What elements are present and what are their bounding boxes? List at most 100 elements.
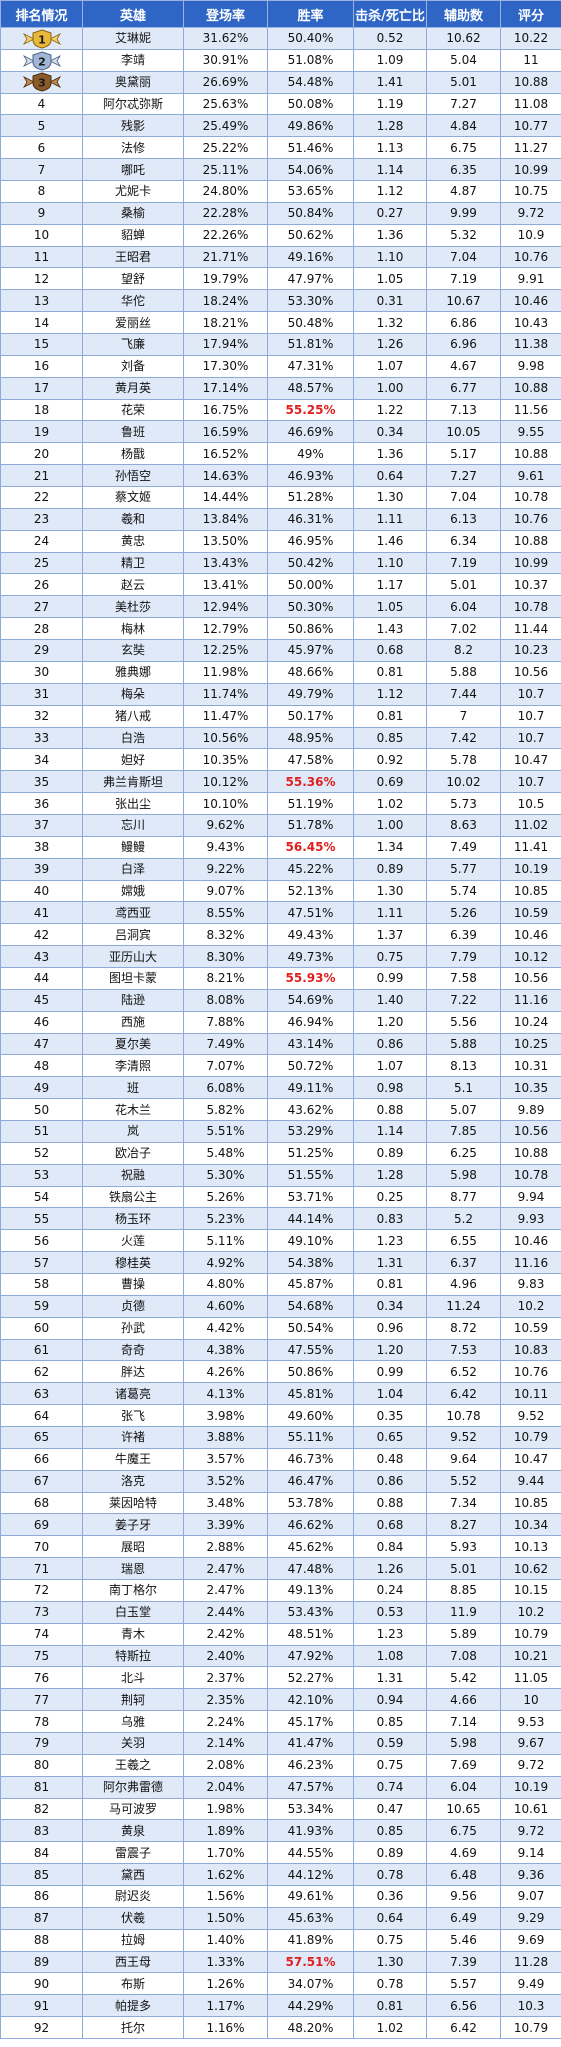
table-row[interactable]: 52 欧冶子 5.48% 51.25% 0.89 6.25 10.88: [0, 1141, 561, 1165]
table-row[interactable]: 70 展昭 2.88% 45.62% 0.84 5.93 10.13: [0, 1535, 561, 1559]
table-row[interactable]: 51 岚 5.51% 53.29% 1.14 7.85 10.56: [0, 1119, 561, 1143]
table-row[interactable]: 83 黄泉 1.89% 41.93% 0.85 6.75 9.72: [0, 1819, 561, 1843]
table-row[interactable]: 23 羲和 13.84% 46.31% 1.11 6.13 10.76: [0, 507, 561, 531]
table-row[interactable]: 48 李清照 7.07% 50.72% 1.07 8.13 10.31: [0, 1054, 561, 1078]
table-row[interactable]: 91 帕提多 1.17% 44.29% 0.81 6.56 10.3: [0, 1994, 561, 2018]
header-rank[interactable]: 排名情况: [0, 0, 83, 28]
table-row[interactable]: 78 乌雅 2.24% 45.17% 0.85 7.14 9.53: [0, 1710, 561, 1734]
table-row[interactable]: 3 奥黛丽 26.69% 54.48% 1.41 5.01 10.88: [0, 70, 561, 94]
table-row[interactable]: 92 托尔 1.16% 48.20% 1.02 6.42 10.79: [0, 2016, 561, 2040]
table-row[interactable]: 14 爱丽丝 18.21% 50.48% 1.32 6.86 10.43: [0, 311, 561, 335]
table-row[interactable]: 38 鳗鳗 9.43% 56.45% 1.34 7.49 11.41: [0, 835, 561, 859]
table-row[interactable]: 29 玄奘 12.25% 45.97% 0.68 8.2 10.23: [0, 639, 561, 662]
table-row[interactable]: 20 杨戬 16.52% 49% 1.36 5.17 10.88: [0, 442, 561, 466]
table-row[interactable]: 54 铁扇公主 5.26% 53.71% 0.25 8.77 9.94: [0, 1185, 561, 1209]
table-row[interactable]: 57 穆桂英 4.92% 54.38% 1.31 6.37 11.16: [0, 1251, 561, 1274]
table-row[interactable]: 81 阿尔弗雷德 2.04% 47.57% 0.74 6.04 10.19: [0, 1775, 561, 1799]
table-row[interactable]: 79 关羽 2.14% 41.47% 0.59 5.98 9.67: [0, 1732, 561, 1755]
table-row[interactable]: 2 李靖 30.91% 51.08% 1.09 5.04 11: [0, 48, 561, 72]
table-row[interactable]: 87 伏羲 1.50% 45.63% 0.64 6.49 9.29: [0, 1906, 561, 1930]
table-row[interactable]: 15 飞廉 17.94% 51.81% 1.26 6.96 11.38: [0, 333, 561, 356]
table-row[interactable]: 71 瑞恩 2.47% 47.48% 1.26 5.01 10.62: [0, 1557, 561, 1581]
table-row[interactable]: 36 张出尘 10.10% 51.19% 1.02 5.73 10.5: [0, 792, 561, 815]
table-row[interactable]: 82 马可波罗 1.98% 53.34% 0.47 10.65 10.61: [0, 1797, 561, 1821]
table-row[interactable]: 18 花荣 16.75% 55.25% 1.22 7.13 11.56: [0, 398, 561, 422]
table-row[interactable]: 21 孙悟空 14.63% 46.93% 0.64 7.27 9.61: [0, 464, 561, 488]
table-row[interactable]: 24 黄忠 13.50% 46.95% 1.46 6.34 10.88: [0, 529, 561, 553]
table-row[interactable]: 17 黄月英 17.14% 48.57% 1.00 6.77 10.88: [0, 376, 561, 400]
table-row[interactable]: 65 许褚 3.88% 55.11% 0.65 9.52 10.79: [0, 1426, 561, 1449]
table-row[interactable]: 59 贞德 4.60% 54.68% 0.34 11.24 10.2: [0, 1294, 561, 1318]
header-hero[interactable]: 英雄: [82, 0, 184, 28]
header-assists[interactable]: 辅助数: [426, 0, 501, 28]
table-row[interactable]: 73 白玉堂 2.44% 53.43% 0.53 11.9 10.2: [0, 1600, 561, 1624]
table-row[interactable]: 39 白泽 9.22% 45.22% 0.89 5.77 10.19: [0, 857, 561, 881]
table-row[interactable]: 68 莱因哈特 3.48% 53.78% 0.88 7.34 10.85: [0, 1491, 561, 1515]
table-row[interactable]: 25 精卫 13.43% 50.42% 1.10 7.19 10.99: [0, 551, 561, 575]
table-row[interactable]: 84 雷震子 1.70% 44.55% 0.89 4.69 9.14: [0, 1841, 561, 1865]
table-row[interactable]: 7 哪吒 25.11% 54.06% 1.14 6.35 10.99: [0, 158, 561, 182]
table-row[interactable]: 13 华佗 18.24% 53.30% 0.31 10.67 10.46: [0, 289, 561, 313]
table-row[interactable]: 19 鲁班 16.59% 46.69% 0.34 10.05 9.55: [0, 420, 561, 444]
header-kd-ratio[interactable]: 击杀/死亡比: [353, 0, 427, 28]
table-row[interactable]: 88 拉姆 1.40% 41.89% 0.75 5.46 9.69: [0, 1928, 561, 1952]
table-row[interactable]: 77 荆轲 2.35% 42.10% 0.94 4.66 10: [0, 1688, 561, 1712]
table-row[interactable]: 5 残影 25.49% 49.86% 1.28 4.84 10.77: [0, 114, 561, 138]
table-row[interactable]: 49 班 6.08% 49.11% 0.98 5.1 10.35: [0, 1076, 561, 1100]
table-row[interactable]: 56 火莲 5.11% 49.10% 1.23 6.55 10.46: [0, 1229, 561, 1253]
header-pick-rate[interactable]: 登场率: [183, 0, 268, 28]
table-row[interactable]: 42 吕洞宾 8.32% 49.43% 1.37 6.39 10.46: [0, 923, 561, 947]
table-row[interactable]: 34 妲好 10.35% 47.58% 0.92 5.78 10.47: [0, 748, 561, 772]
table-row[interactable]: 31 梅朵 11.74% 49.79% 1.12 7.44 10.7: [0, 682, 561, 706]
table-row[interactable]: 1 艾琳妮 31.62% 50.40% 0.52 10.62 10.22: [0, 27, 561, 50]
table-row[interactable]: 64 张飞 3.98% 49.60% 0.35 10.78 9.52: [0, 1404, 561, 1427]
table-row[interactable]: 55 杨玉环 5.23% 44.14% 0.83 5.2 9.93: [0, 1207, 561, 1231]
table-row[interactable]: 62 胖达 4.26% 50.86% 0.99 6.52 10.76: [0, 1360, 561, 1384]
table-row[interactable]: 28 梅林 12.79% 50.86% 1.43 7.02 11.44: [0, 617, 561, 641]
table-row[interactable]: 43 亚历山大 8.30% 49.73% 0.75 7.79 10.12: [0, 945, 561, 968]
table-row[interactable]: 76 北斗 2.37% 52.27% 1.31 5.42 11.05: [0, 1666, 561, 1690]
pick-rate-cell: 1.17%: [183, 1994, 268, 2018]
table-row[interactable]: 11 王昭君 21.71% 49.16% 1.10 7.04 10.76: [0, 245, 561, 269]
table-row[interactable]: 74 青木 2.42% 48.51% 1.23 5.89 10.79: [0, 1622, 561, 1646]
header-score[interactable]: 评分: [500, 0, 561, 28]
table-row[interactable]: 33 白浩 10.56% 48.95% 0.85 7.42 10.7: [0, 726, 561, 750]
table-row[interactable]: 60 孙武 4.42% 50.54% 0.96 8.72 10.59: [0, 1316, 561, 1340]
table-row[interactable]: 30 雅典娜 11.98% 48.66% 0.81 5.88 10.56: [0, 660, 561, 684]
table-row[interactable]: 37 忘川 9.62% 51.78% 1.00 8.63 11.02: [0, 813, 561, 837]
table-row[interactable]: 46 西施 7.88% 46.94% 1.20 5.56 10.24: [0, 1010, 561, 1034]
table-row[interactable]: 6 法修 25.22% 51.46% 1.13 6.75 11.27: [0, 136, 561, 160]
table-row[interactable]: 50 花木兰 5.82% 43.62% 0.88 5.07 9.89: [0, 1098, 561, 1121]
table-row[interactable]: 45 陆逊 8.08% 54.69% 1.40 7.22 11.16: [0, 988, 561, 1012]
table-row[interactable]: 61 奇奇 4.38% 47.55% 1.20 7.53 10.83: [0, 1338, 561, 1362]
table-row[interactable]: 80 王羲之 2.08% 46.23% 0.75 7.69 9.72: [0, 1753, 561, 1777]
table-row[interactable]: 9 桑榆 22.28% 50.84% 0.27 9.99 9.72: [0, 201, 561, 225]
table-row[interactable]: 85 黛西 1.62% 44.12% 0.78 6.48 9.36: [0, 1863, 561, 1887]
table-row[interactable]: 32 猪八戒 11.47% 50.17% 0.81 7 10.7: [0, 704, 561, 728]
table-row[interactable]: 26 赵云 13.41% 50.00% 1.17 5.01 10.37: [0, 573, 561, 597]
header-win-rate[interactable]: 胜率: [267, 0, 354, 28]
table-row[interactable]: 27 美杜莎 12.94% 50.30% 1.05 6.04 10.78: [0, 595, 561, 619]
table-row[interactable]: 75 特斯拉 2.40% 47.92% 1.08 7.08 10.21: [0, 1644, 561, 1668]
table-row[interactable]: 44 图坦卡蒙 8.21% 55.93% 0.99 7.58 10.56: [0, 966, 561, 990]
table-row[interactable]: 47 夏尔美 7.49% 43.14% 0.86 5.88 10.25: [0, 1032, 561, 1056]
table-row[interactable]: 10 貂蝉 22.26% 50.62% 1.36 5.32 10.9: [0, 223, 561, 247]
table-row[interactable]: 72 南丁格尔 2.47% 49.13% 0.24 8.85 10.15: [0, 1579, 561, 1602]
table-row[interactable]: 4 阿尔忒弥斯 25.63% 50.08% 1.19 7.27 11.08: [0, 92, 561, 116]
table-row[interactable]: 41 鸢西亚 8.55% 47.51% 1.11 5.26 10.59: [0, 901, 561, 925]
table-row[interactable]: 58 曹操 4.80% 45.87% 0.81 4.96 9.83: [0, 1272, 561, 1296]
table-row[interactable]: 22 蔡文姬 14.44% 51.28% 1.30 7.04 10.78: [0, 486, 561, 509]
table-row[interactable]: 8 尤妮卡 24.80% 53.65% 1.12 4.87 10.75: [0, 180, 561, 203]
table-row[interactable]: 53 祝融 5.30% 51.55% 1.28 5.98 10.78: [0, 1163, 561, 1187]
table-row[interactable]: 16 刘备 17.30% 47.31% 1.07 4.67 9.98: [0, 354, 561, 378]
table-row[interactable]: 86 尉迟炎 1.56% 49.61% 0.36 9.56 9.07: [0, 1885, 561, 1908]
table-row[interactable]: 63 诸葛亮 4.13% 45.81% 1.04 6.42 10.11: [0, 1382, 561, 1406]
table-row[interactable]: 67 洛克 3.52% 46.47% 0.86 5.52 9.44: [0, 1469, 561, 1493]
table-row[interactable]: 12 望舒 19.79% 47.97% 1.05 7.19 9.91: [0, 267, 561, 291]
table-row[interactable]: 35 弗兰肯斯坦 10.12% 55.36% 0.69 10.02 10.7: [0, 770, 561, 794]
table-row[interactable]: 69 姜子牙 3.39% 46.62% 0.68 8.27 10.34: [0, 1513, 561, 1537]
table-row[interactable]: 40 嫦娥 9.07% 52.13% 1.30 5.74 10.85: [0, 879, 561, 903]
table-row[interactable]: 90 布斯 1.26% 34.07% 0.78 5.57 9.49: [0, 1972, 561, 1996]
table-row[interactable]: 66 牛魔王 3.57% 46.73% 0.48 9.64 10.47: [0, 1447, 561, 1471]
table-row[interactable]: 89 西王母 1.33% 57.51% 1.30 7.39 11.28: [0, 1950, 561, 1974]
